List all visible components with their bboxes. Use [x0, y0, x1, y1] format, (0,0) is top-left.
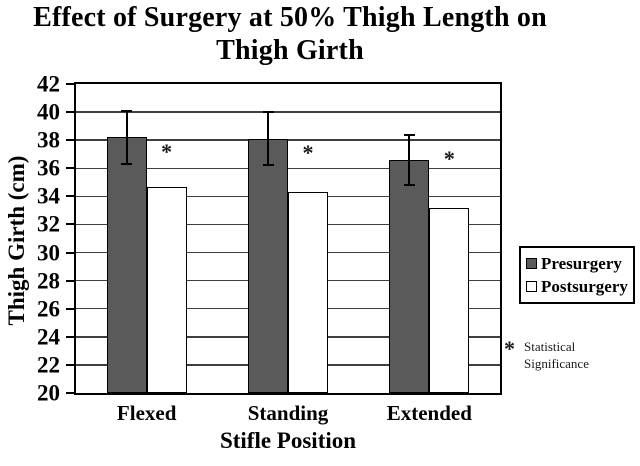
- y-axis-tick: [66, 83, 74, 85]
- postsurgery-swatch-icon: [526, 281, 537, 292]
- y-axis-tick: [66, 195, 74, 198]
- bar-postsurgery-standing: [288, 192, 328, 393]
- significance-asterisk-standing: *: [302, 140, 314, 166]
- legend-item-presurgery: Presurgery: [526, 255, 628, 272]
- significance-asterisk-extended: *: [443, 146, 455, 172]
- error-bar-cap-top: [262, 111, 274, 114]
- error-bar-cap-top: [121, 109, 133, 112]
- bar-presurgery-flexed: [106, 137, 147, 393]
- bar-presurgery-standing: [248, 138, 288, 393]
- y-axis-tick-label: 38: [37, 127, 60, 153]
- note-line-1: Statistical: [524, 339, 576, 354]
- y-axis-tick: [66, 392, 74, 394]
- legend-label-presurgery: Presurgery: [541, 254, 622, 273]
- y-axis-tick-label: 22: [37, 352, 60, 378]
- asterisk-icon: *: [504, 336, 515, 361]
- y-axis-tick-label: 40: [37, 99, 60, 125]
- error-bar-cap-bottom: [121, 163, 133, 166]
- y-axis-tick-label: 30: [37, 240, 60, 266]
- error-bar-cap-top: [403, 133, 415, 136]
- x-axis-label-extended: Extended: [386, 401, 472, 425]
- x-axis-label-standing: Standing: [247, 401, 329, 425]
- y-axis-tick: [66, 111, 74, 114]
- gridline-40: [76, 111, 500, 113]
- y-axis-tick: [66, 335, 74, 338]
- y-axis-tick: [66, 279, 74, 282]
- y-axis-tick-label: 20: [37, 380, 60, 406]
- y-axis-tick-label: 36: [37, 155, 60, 181]
- y-axis-tick-label: 28: [37, 268, 60, 294]
- significance-note: * Statistical Significance: [504, 338, 589, 372]
- y-axis-tick: [66, 139, 74, 142]
- y-axis-tick: [66, 223, 74, 226]
- note-line-2: Significance: [524, 356, 589, 371]
- error-bar: [408, 134, 411, 186]
- error-bar-cap-bottom: [403, 184, 415, 187]
- y-axis-tick-label: 42: [37, 71, 60, 97]
- y-axis-tick: [66, 251, 74, 254]
- error-bar-cap-bottom: [262, 164, 274, 167]
- y-axis-tick-label: 24: [37, 324, 60, 350]
- y-axis-tick: [66, 307, 74, 310]
- error-bar: [267, 112, 269, 166]
- significance-asterisk-flexed: *: [161, 139, 173, 165]
- bar-postsurgery-flexed: [146, 186, 187, 393]
- chart-title: Effect of Surgery at 50% Thigh Length on…: [0, 1, 580, 67]
- y-axis-tick: [66, 363, 74, 366]
- legend-item-postsurgery: Postsurgery: [526, 278, 628, 295]
- x-axis-title: Stifle Position: [219, 428, 357, 453]
- y-axis-tick-label: 32: [37, 211, 60, 237]
- chart-title-line2: Thigh Girth: [216, 35, 364, 66]
- bar-postsurgery-extended: [429, 207, 470, 393]
- plot-area: * * *: [74, 82, 502, 395]
- gridline-38: [76, 139, 500, 141]
- chart-title-line1: Effect of Surgery at 50% Thigh Length on: [33, 2, 547, 33]
- gridline-36: [76, 167, 500, 170]
- y-axis-tick-label: 34: [37, 183, 60, 209]
- y-axis-tick-label: 26: [37, 296, 60, 322]
- presurgery-swatch-icon: [526, 258, 537, 269]
- x-axis-label-flexed: Flexed: [116, 401, 177, 425]
- legend-label-postsurgery: Postsurgery: [541, 277, 628, 296]
- error-bar: [125, 110, 128, 165]
- significance-note-text: Statistical Significance: [524, 338, 589, 372]
- legend: Presurgery Postsurgery: [519, 246, 635, 304]
- bar-presurgery-extended: [389, 159, 430, 393]
- y-axis-tick: [66, 167, 74, 170]
